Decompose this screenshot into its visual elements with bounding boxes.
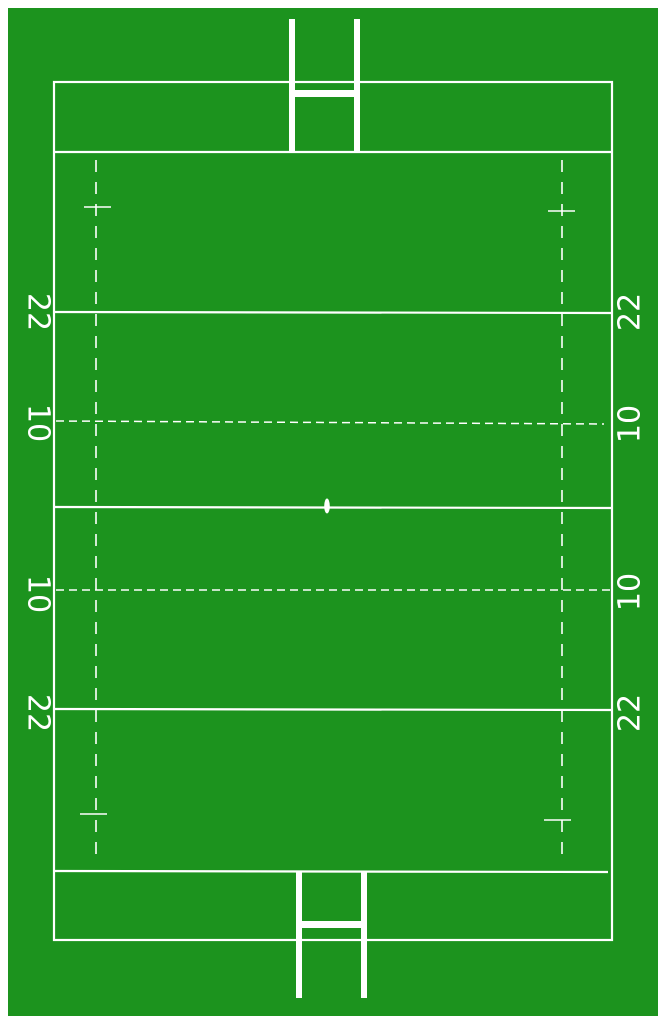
top-22-line: [53, 310, 613, 315]
five-metre-marks: [80, 206, 575, 821]
bottom-crossbar: [296, 921, 367, 928]
top-left-upright: [289, 19, 295, 153]
label-bottom-10-right: 10: [613, 573, 648, 611]
bottom-right-upright: [361, 871, 367, 998]
label-top-10-right: 10: [613, 405, 648, 443]
dead-ball-boundary: [52, 80, 614, 942]
label-bottom-10-left: 10: [21, 575, 56, 613]
bottom-left-upright: [296, 871, 302, 998]
bottom-22-line: [53, 707, 613, 712]
halfway-line: [53, 505, 613, 510]
label-top-10-left: 10: [21, 404, 56, 442]
top-crossbar: [289, 90, 360, 97]
top-goal-posts: [289, 19, 360, 153]
top-right-upright: [354, 19, 360, 153]
distance-labels: 22 22 10 10 10 10 22 22: [21, 293, 648, 732]
ten-metre-lines: [55, 420, 612, 591]
bottom-goal-posts: [296, 871, 367, 998]
label-bottom-22-left: 22: [21, 694, 56, 732]
label-top-22-right: 22: [613, 293, 648, 331]
five-metre-lines: [95, 160, 563, 864]
grass-field: [8, 8, 658, 1016]
centre-spot: [324, 498, 330, 514]
label-bottom-22-right: 22: [613, 694, 648, 732]
bottom-try-line: [53, 869, 609, 874]
label-top-22-left: 22: [21, 293, 56, 331]
top-10m-line: [55, 420, 605, 425]
boundary-lines: [52, 80, 614, 942]
